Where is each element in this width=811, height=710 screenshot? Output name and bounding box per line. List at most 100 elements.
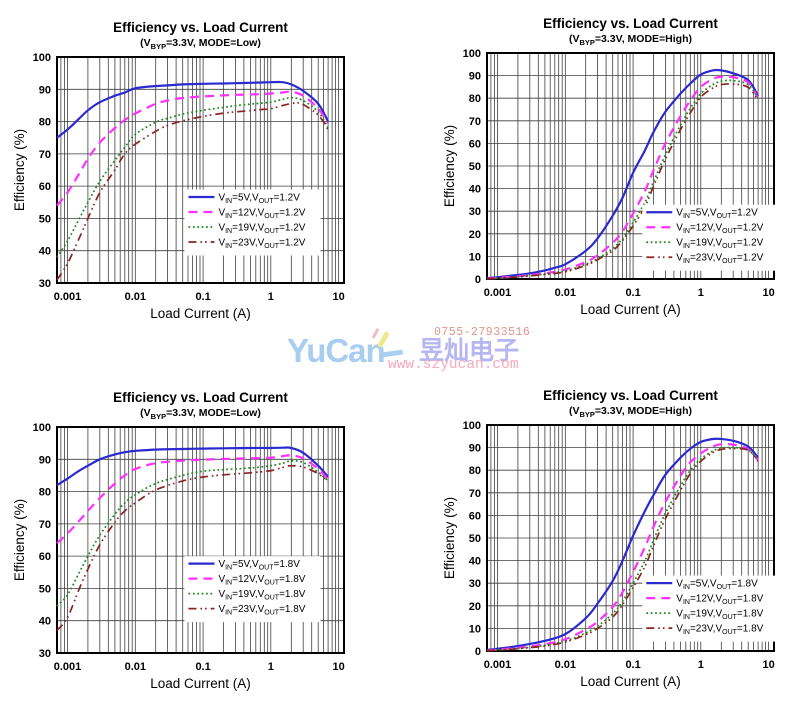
y-tick-labels: 30 40 50 60 70 80 90 100 bbox=[33, 52, 51, 290]
x-tick-labels: 0.001 0.01 0.1 1 10 bbox=[484, 659, 775, 671]
svg-text:90: 90 bbox=[39, 84, 51, 96]
series-curve bbox=[486, 437, 759, 651]
chart-title: Efficiency vs. Load Current bbox=[543, 16, 718, 31]
legend-label: VIN=12V,VOUT=1.8V bbox=[218, 574, 305, 587]
svg-text:50: 50 bbox=[39, 213, 51, 225]
svg-text:80: 80 bbox=[469, 465, 481, 477]
x-tick-labels: 0.001 0.01 0.1 1 10 bbox=[54, 291, 345, 303]
series-curve bbox=[56, 101, 329, 281]
y-axis-label: Efficiency (%) bbox=[442, 497, 457, 579]
series-curve bbox=[56, 80, 330, 139]
svg-text:0.01: 0.01 bbox=[125, 291, 146, 303]
legend-label: VIN=12V,VOUT=1.8V bbox=[676, 594, 763, 607]
y-axis-label: Efficiency (%) bbox=[12, 129, 27, 211]
svg-text:60: 60 bbox=[39, 181, 51, 193]
svg-text:0.01: 0.01 bbox=[125, 661, 146, 673]
chart-title: Efficiency vs. Load Current bbox=[113, 390, 288, 405]
legend: VIN=5V,VOUT=1.2V VIN=12V,VOUT=1.2V VIN=19V… bbox=[642, 204, 779, 271]
svg-text:1: 1 bbox=[268, 661, 274, 673]
svg-text:20: 20 bbox=[469, 229, 481, 241]
y-axis-label: Efficiency (%) bbox=[442, 125, 457, 207]
svg-text:0.001: 0.001 bbox=[484, 659, 512, 671]
series-curve bbox=[56, 454, 329, 545]
svg-text:1: 1 bbox=[268, 291, 274, 303]
svg-text:30: 30 bbox=[469, 578, 481, 590]
plot-area: 30 40 50 60 70 80 90 100 0.001 0.01 0.1 1 10 Efficien… bbox=[12, 422, 345, 673]
series-curve bbox=[56, 96, 329, 258]
watermark-blue-dash-icon bbox=[381, 349, 404, 358]
legend-label: VIN=19V,VOUT=1.2V bbox=[218, 223, 305, 236]
chart-title: Efficiency vs. Load Current bbox=[113, 20, 288, 35]
x-axis-label: Load Current (A) bbox=[150, 306, 251, 321]
watermark-brand: YuCan bbox=[287, 332, 386, 369]
legend-label: VIN=5V,VOUT=1.2V bbox=[218, 193, 300, 206]
y-tick-labels: 30 40 50 60 70 80 90 100 bbox=[33, 422, 51, 660]
series-curve bbox=[486, 68, 760, 280]
chart-subtitle: (VBYP=3.3V, MODE=High) bbox=[569, 405, 692, 420]
y-tick-labels: 0 10 20 30 40 50 60 70 80 90 100 bbox=[463, 420, 481, 658]
svg-text:30: 30 bbox=[39, 648, 51, 660]
legend-label: VIN=23V,VOUT=1.8V bbox=[676, 624, 763, 637]
watermark-phone: 0755-27933516 bbox=[434, 326, 531, 339]
svg-text:80: 80 bbox=[469, 93, 481, 105]
svg-text:10: 10 bbox=[332, 661, 344, 673]
chart-top-right: Efficiency vs. Load Current (VBYP=3.3V, … bbox=[436, 16, 811, 317]
series-curve bbox=[56, 446, 329, 487]
svg-text:70: 70 bbox=[469, 488, 481, 500]
svg-text:20: 20 bbox=[469, 601, 481, 613]
series-curve bbox=[56, 90, 330, 207]
plot-border bbox=[56, 56, 345, 284]
svg-text:0.1: 0.1 bbox=[195, 661, 210, 673]
svg-text:50: 50 bbox=[469, 533, 481, 545]
legend-label: VIN=23V,VOUT=1.2V bbox=[676, 253, 763, 266]
svg-text:0.01: 0.01 bbox=[555, 659, 576, 671]
legend: VIN=5V,VOUT=1.2V VIN=12V,VOUT=1.2V VIN=19V… bbox=[184, 189, 321, 256]
svg-text:80: 80 bbox=[39, 487, 51, 499]
svg-text:80: 80 bbox=[39, 117, 51, 129]
legend-label: VIN=5V,VOUT=1.2V bbox=[676, 208, 758, 221]
svg-text:0.001: 0.001 bbox=[54, 291, 82, 303]
svg-text:90: 90 bbox=[39, 454, 51, 466]
chart-top-left: Efficiency vs. Load Current (VBYP=3.3V, … bbox=[6, 20, 381, 321]
series-curve bbox=[486, 447, 759, 652]
watermark-yellow-stroke-icon bbox=[377, 330, 390, 349]
svg-text:90: 90 bbox=[469, 71, 481, 83]
plot-border bbox=[486, 52, 775, 280]
svg-text:100: 100 bbox=[33, 422, 51, 434]
plot-border bbox=[56, 426, 345, 654]
x-tick-labels: 0.001 0.01 0.1 1 10 bbox=[484, 287, 775, 299]
svg-text:50: 50 bbox=[39, 583, 51, 595]
svg-text:100: 100 bbox=[33, 52, 51, 64]
svg-text:10: 10 bbox=[332, 291, 344, 303]
svg-text:0.1: 0.1 bbox=[195, 291, 210, 303]
svg-text:10: 10 bbox=[762, 659, 774, 671]
svg-text:0.1: 0.1 bbox=[625, 287, 640, 299]
svg-text:10: 10 bbox=[469, 251, 481, 263]
plot-area: 30 40 50 60 70 80 90 100 0.001 0.01 0.1 1 10 Efficien… bbox=[12, 52, 345, 303]
plot-area: 0 10 20 30 40 50 60 70 80 90 100 0.001 0.01 0.1 1 10 Eff… bbox=[442, 420, 779, 671]
chart-subtitle: (VBYP=3.3V, MODE=Low) bbox=[140, 407, 261, 422]
x-axis-label: Load Current (A) bbox=[580, 302, 681, 317]
svg-text:40: 40 bbox=[469, 556, 481, 568]
svg-text:60: 60 bbox=[39, 551, 51, 563]
svg-text:70: 70 bbox=[39, 519, 51, 531]
svg-text:50: 50 bbox=[469, 161, 481, 173]
svg-text:0.1: 0.1 bbox=[625, 659, 640, 671]
legend-label: VIN=5V,VOUT=1.8V bbox=[676, 579, 758, 592]
svg-text:30: 30 bbox=[39, 278, 51, 290]
legend-label: VIN=23V,VOUT=1.2V bbox=[218, 238, 305, 251]
svg-text:60: 60 bbox=[469, 510, 481, 522]
y-tick-labels: 0 10 20 30 40 50 60 70 80 90 100 bbox=[463, 48, 481, 286]
svg-text:60: 60 bbox=[469, 138, 481, 150]
legend: VIN=5V,VOUT=1.8V VIN=12V,VOUT=1.8V VIN=19V… bbox=[642, 575, 779, 642]
legend-label: VIN=5V,VOUT=1.8V bbox=[218, 559, 300, 572]
series-curve bbox=[56, 464, 329, 631]
chart-bottom-right: Efficiency vs. Load Current (VBYP=3.3V, … bbox=[436, 388, 811, 689]
legend-label: VIN=23V,VOUT=1.8V bbox=[218, 604, 305, 617]
chart-bottom-left: Efficiency vs. Load Current (VBYP=3.3V, … bbox=[6, 390, 381, 691]
svg-text:10: 10 bbox=[762, 287, 774, 299]
svg-text:10: 10 bbox=[469, 623, 481, 635]
plot-area: 0 10 20 30 40 50 60 70 80 90 100 0.001 0.01 0.1 1 10 Eff… bbox=[442, 48, 779, 299]
watermark: YuCan 0755-27933516 昱灿电子 www.szyucan.com bbox=[270, 318, 600, 388]
